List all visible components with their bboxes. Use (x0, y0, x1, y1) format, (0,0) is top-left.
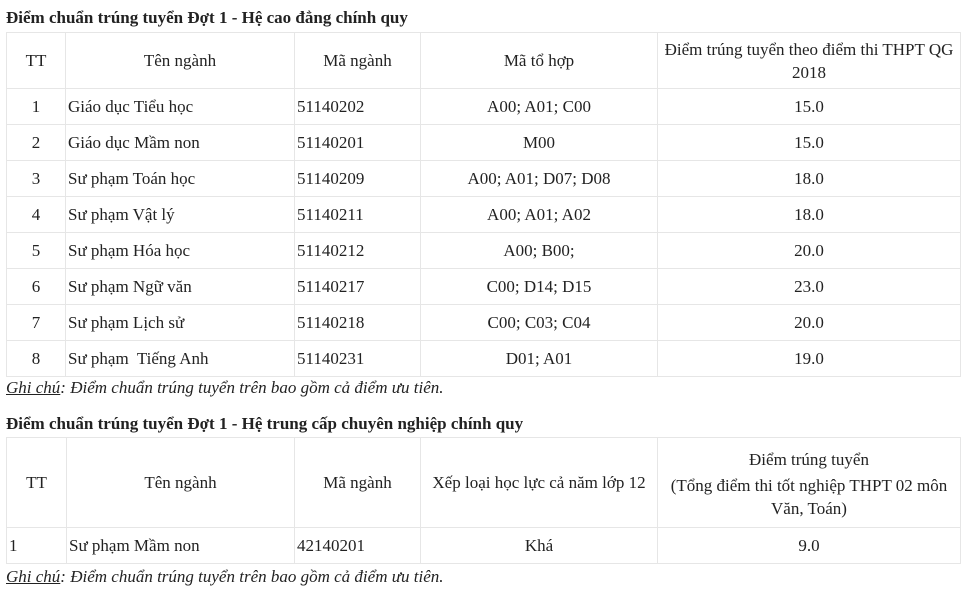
cell-ma-nganh: 51140212 (294, 232, 421, 269)
cell-col4: A00; A01; A02 (420, 196, 658, 233)
cell-diem: 19.0 (657, 340, 961, 377)
cell-ma-nganh: 51140202 (294, 88, 421, 125)
cell-ten-nganh: Sư phạm Toán học (65, 160, 295, 197)
cell-tt: 2 (6, 124, 66, 161)
cell-ten-nganh: Sư phạm Lịch sử (65, 304, 295, 341)
cell-ma-nganh: 51140217 (294, 268, 421, 305)
header-ma-to-hop: Mã tổ hợp (420, 32, 658, 89)
cell-tt: 7 (6, 304, 66, 341)
header-diem: Điểm trúng tuyển (Tổng điểm thi tốt nghiệ… (657, 437, 961, 528)
header-xep-loai: Xếp loại học lực cả năm lớp 12 (420, 437, 658, 528)
header-diem-subtitle: (Tổng điểm thi tốt nghiệp THPT 02 môn Vă… (670, 476, 948, 518)
note-label: Ghi chú (6, 378, 61, 397)
note-text: : Điểm chuẩn trúng tuyển trên bao gồm cả… (60, 567, 444, 586)
table-row: 1 Sư phạm Mầm non 42140201 Khá 9.0 (6, 527, 961, 564)
cell-tt: 5 (6, 232, 66, 269)
cell-col4: C00; C03; C04 (420, 304, 658, 341)
vocational-scores-table: TT Tên ngành Mã ngành Xếp loại học lực c… (6, 437, 961, 564)
header-ma-nganh: Mã ngành (294, 32, 421, 89)
table-header-row: TT Tên ngành Mã ngành Xếp loại học lực c… (6, 437, 961, 528)
cell-col4: M00 (420, 124, 658, 161)
cell-ten-nganh: Sư phạm Ngữ văn (65, 268, 295, 305)
section1-note: Ghi chú: Điểm chuẩn trúng tuyển trên bao… (6, 378, 444, 398)
note-label: Ghi chú (6, 567, 61, 586)
cell-tt: 6 (6, 268, 66, 305)
note-text: : Điểm chuẩn trúng tuyển trên bao gồm cả… (60, 378, 444, 397)
college-scores-table: TT Tên ngành Mã ngành Mã tổ hợp Điểm trú… (6, 32, 961, 377)
cell-ten-nganh: Sư phạm Hóa học (65, 232, 295, 269)
cell-ma-nganh: 51140218 (294, 304, 421, 341)
header-tt: TT (6, 437, 67, 528)
cell-ten-nganh: Giáo dục Mầm non (65, 124, 295, 161)
table-row: 8 Sư phạm Tiếng Anh 51140231 D01; A01 19.0 (6, 340, 961, 377)
table-row: 4 Sư phạm Vật lý 51140211 A00; A01; A02 18.0 (6, 196, 961, 233)
table-header-row: TT Tên ngành Mã ngành Mã tổ hợp Điểm trú… (6, 32, 961, 89)
cell-tt: 4 (6, 196, 66, 233)
cell-diem: 18.0 (657, 196, 961, 233)
table-row: 3 Sư phạm Toán học 51140209 A00; A01; D07; … (6, 160, 961, 197)
cell-tt: 1 (6, 527, 67, 564)
cell-ten-nganh: Sư phạm Vật lý (65, 196, 295, 233)
cell-diem: 20.0 (657, 304, 961, 341)
cell-ma-nganh: 51140201 (294, 124, 421, 161)
cell-ten-nganh: Sư phạm Mầm non (66, 527, 295, 564)
cell-col4: C00; D14; D15 (420, 268, 658, 305)
header-tt: TT (6, 32, 66, 89)
table-row: 7 Sư phạm Lịch sử 51140218 C00; C03; C04 20.… (6, 304, 961, 341)
table-row: 2 Giáo dục Mầm non 51140201 M00 15.0 (6, 124, 961, 161)
cell-diem: 23.0 (657, 268, 961, 305)
cell-tt: 8 (6, 340, 66, 377)
cell-ma-nganh: 42140201 (294, 527, 421, 564)
cell-col4: A00; A01; D07; D08 (420, 160, 658, 197)
cell-ma-nganh: 51140211 (294, 196, 421, 233)
cell-diem: 15.0 (657, 88, 961, 125)
cell-diem: 20.0 (657, 232, 961, 269)
cell-col4: D01; A01 (420, 340, 658, 377)
section1-title: Điểm chuẩn trúng tuyển Đợt 1 - Hệ cao đẳ… (6, 8, 408, 27)
cell-col4: Khá (420, 527, 658, 564)
cell-diem: 15.0 (657, 124, 961, 161)
cell-ma-nganh: 51140209 (294, 160, 421, 197)
cell-ten-nganh: Giáo dục Tiểu học (65, 88, 295, 125)
cell-ten-nganh: Sư phạm Tiếng Anh (65, 340, 295, 377)
header-ma-nganh: Mã ngành (294, 437, 421, 528)
table-row: 6 Sư phạm Ngữ văn 51140217 C00; D14; D15 23.… (6, 268, 961, 305)
header-ten-nganh: Tên ngành (66, 437, 295, 528)
cell-tt: 1 (6, 88, 66, 125)
cell-col4: A00; B00; (420, 232, 658, 269)
section2-note: Ghi chú: Điểm chuẩn trúng tuyển trên bao… (6, 567, 444, 587)
cell-diem: 18.0 (657, 160, 961, 197)
cell-ma-nganh: 51140231 (294, 340, 421, 377)
header-diem-title: Điểm trúng tuyển (749, 450, 869, 469)
table-row: 1 Giáo dục Tiểu học 51140202 A00; A01; C00 1… (6, 88, 961, 125)
cell-diem: 9.0 (657, 527, 961, 564)
section2-title: Điểm chuẩn trúng tuyển Đợt 1 - Hệ trung … (6, 414, 524, 433)
cell-col4: A00; A01; C00 (420, 88, 658, 125)
table-row: 5 Sư phạm Hóa học 51140212 A00; B00; 20.0 (6, 232, 961, 269)
cell-tt: 3 (6, 160, 66, 197)
header-ten-nganh: Tên ngành (65, 32, 295, 89)
header-diem: Điểm trúng tuyển theo điểm thi THPT QG 2… (657, 32, 961, 89)
